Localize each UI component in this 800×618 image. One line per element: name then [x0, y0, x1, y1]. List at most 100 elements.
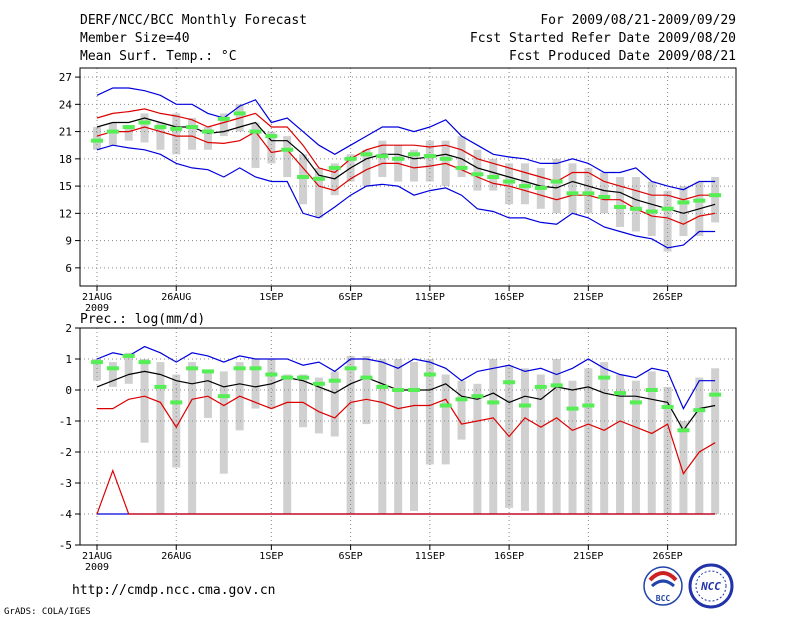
spread-bar	[647, 371, 656, 514]
spread-bar	[299, 374, 308, 428]
ensemble-marker	[471, 394, 484, 399]
x-tick-year: 2009	[85, 303, 109, 314]
ensemble-marker	[91, 360, 103, 365]
ensemble-marker	[138, 360, 151, 365]
plot-frame	[79, 327, 737, 546]
ensemble-marker	[582, 403, 595, 408]
bcc-logo: BCC	[643, 566, 683, 606]
ensemble-marker	[122, 125, 135, 130]
ensemble-marker	[217, 394, 230, 399]
y-tick-label: 9	[65, 235, 72, 248]
spread-bar	[283, 136, 292, 177]
ensemble-marker	[645, 209, 658, 214]
y-tick-label: -3	[59, 477, 72, 490]
ensemble-marker	[328, 165, 341, 170]
ensemble-marker	[661, 206, 674, 211]
series-line-sd_lower	[97, 395, 716, 476]
ensemble-marker	[693, 198, 706, 203]
x-tick-label: 21SEP	[573, 292, 603, 303]
ensemble-marker	[598, 375, 611, 380]
x-tick-label: 16SEP	[494, 292, 524, 303]
ensemble-marker	[471, 172, 484, 177]
y-tick-label: 18	[59, 153, 72, 166]
ensemble-marker	[122, 353, 135, 358]
ncc-logo-text: NCC	[700, 580, 721, 593]
spread-bar	[600, 172, 609, 214]
spread-bar	[283, 374, 292, 514]
produced-date-label: Fcst Produced Date 2009/08/21	[509, 49, 736, 64]
ensemble-marker	[408, 152, 420, 157]
ensemble-marker	[265, 134, 278, 139]
spread-bar	[489, 359, 498, 514]
ensemble-marker	[281, 375, 294, 380]
source-url: http://cmdp.ncc.cma.gov.cn	[72, 583, 276, 598]
spread-bar	[410, 149, 418, 182]
y-tick-label: 27	[59, 71, 72, 84]
ensemble-marker	[534, 384, 547, 389]
series-line-sd_low_extra	[96, 468, 716, 515]
ensemble-marker	[138, 120, 151, 125]
ensemble-marker	[645, 388, 658, 392]
spread-bar	[457, 380, 466, 440]
variable-label: Mean Surf. Temp.: °C	[80, 49, 237, 64]
y-tick-label: 0	[65, 384, 72, 397]
spread-bar	[203, 371, 212, 418]
ensemble-marker	[677, 428, 690, 433]
ensemble-marker	[233, 366, 246, 371]
spread-bar	[330, 371, 339, 437]
ensemble-marker	[629, 400, 642, 405]
y-tick-label: 15	[59, 180, 72, 193]
ensemble-marker	[344, 156, 357, 161]
spread-bar	[568, 380, 577, 514]
x-tick-label: 6SEP	[339, 551, 363, 562]
ensemble-marker	[518, 403, 531, 408]
spread-bar	[552, 359, 561, 514]
spread-bar	[140, 113, 149, 143]
ensemble-marker	[297, 175, 310, 179]
spread-bar	[473, 149, 482, 191]
spread-bar	[314, 377, 323, 434]
spread-bar	[124, 127, 133, 141]
ensemble-marker	[677, 200, 690, 205]
ensemble-marker	[518, 184, 531, 189]
ensemble-marker	[360, 375, 373, 380]
series-line-sd_lower	[96, 126, 716, 225]
spread-bar	[267, 131, 276, 164]
ensemble-marker	[566, 191, 579, 196]
spread-bar	[346, 355, 355, 514]
y-tick-label: -4	[59, 508, 73, 521]
ensemble-marker	[582, 191, 595, 196]
ensemble-marker	[487, 400, 500, 405]
spread-bar	[299, 154, 308, 205]
y-tick-label: 24	[59, 98, 73, 111]
spread-bar	[679, 186, 688, 237]
ensemble-marker	[170, 400, 183, 405]
ensemble-marker	[439, 403, 452, 408]
spread-bar	[647, 181, 656, 237]
spread-bar	[219, 113, 228, 137]
spread-bar	[631, 177, 640, 232]
spread-bar	[520, 163, 529, 205]
ensemble-marker	[186, 125, 199, 130]
ensemble-marker	[408, 388, 420, 392]
y-tick-label: 21	[59, 126, 72, 139]
spread-bar	[616, 374, 625, 514]
x-tick-label: 16SEP	[494, 551, 524, 562]
ensemble-marker	[91, 138, 103, 143]
x-tick-label: 26SEP	[653, 551, 683, 562]
spread-bar	[425, 140, 434, 182]
spread-bar	[425, 359, 434, 465]
spread-bar	[108, 122, 117, 146]
x-tick-label: 6SEP	[339, 292, 363, 303]
spread-bar	[600, 362, 609, 514]
ensemble-marker	[154, 125, 167, 130]
x-tick-label: 26AUG	[161, 551, 191, 562]
spread-bar	[616, 177, 625, 227]
ensemble-marker	[550, 179, 563, 184]
spread-bar	[663, 190, 672, 252]
ensemble-marker	[709, 193, 722, 198]
forecast-period-label: For 2009/08/21-2009/09/29	[540, 13, 736, 28]
x-tick-label: 11SEP	[415, 292, 445, 303]
spread-bar	[663, 386, 672, 514]
